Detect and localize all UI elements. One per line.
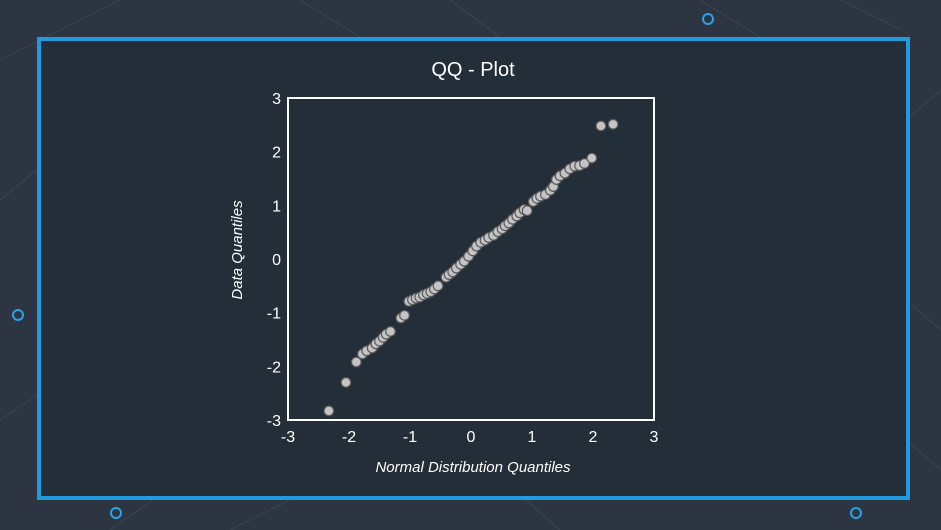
data-point xyxy=(595,120,607,132)
chart-title: QQ - Plot xyxy=(431,59,515,81)
y-tick-label: -2 xyxy=(267,359,281,376)
data-point xyxy=(607,118,619,130)
x-tick-label: 2 xyxy=(589,429,598,446)
data-point xyxy=(579,158,590,169)
y-axis-label: Data Quantiles xyxy=(229,200,246,300)
x-tick-label: 0 xyxy=(467,429,476,446)
y-tick-label: 0 xyxy=(272,252,281,269)
y-tick-label: 2 xyxy=(272,145,281,162)
x-axis-label: Normal Distribution Quantiles xyxy=(375,459,571,476)
data-point xyxy=(350,356,362,368)
data-point xyxy=(432,280,444,292)
data-point xyxy=(521,205,533,217)
x-axis-ticks: -3 -2 -1 0 1 2 3 xyxy=(281,429,659,446)
x-tick-label: -2 xyxy=(342,429,356,446)
y-axis-ticks: -3 -2 -1 0 1 2 3 xyxy=(267,91,281,430)
data-point xyxy=(323,405,335,417)
network-node-decoration xyxy=(850,507,862,519)
y-tick-label: -3 xyxy=(267,413,281,430)
data-point xyxy=(385,326,396,337)
x-tick-label: 1 xyxy=(528,429,537,446)
y-tick-label: -1 xyxy=(267,306,281,323)
data-point xyxy=(399,309,410,321)
data-points xyxy=(323,118,619,417)
x-tick-label: -1 xyxy=(403,429,417,446)
y-tick-label: 1 xyxy=(272,198,281,215)
data-point xyxy=(340,377,352,388)
data-point xyxy=(586,152,598,164)
network-node-decoration xyxy=(110,507,122,519)
content-frame xyxy=(37,37,910,500)
y-tick-label: 3 xyxy=(272,91,281,108)
network-node-decoration xyxy=(12,309,24,321)
network-node-decoration xyxy=(702,13,714,25)
x-tick-label: -3 xyxy=(281,429,295,446)
plot-area-border xyxy=(287,97,655,421)
x-tick-label: 3 xyxy=(650,429,659,446)
